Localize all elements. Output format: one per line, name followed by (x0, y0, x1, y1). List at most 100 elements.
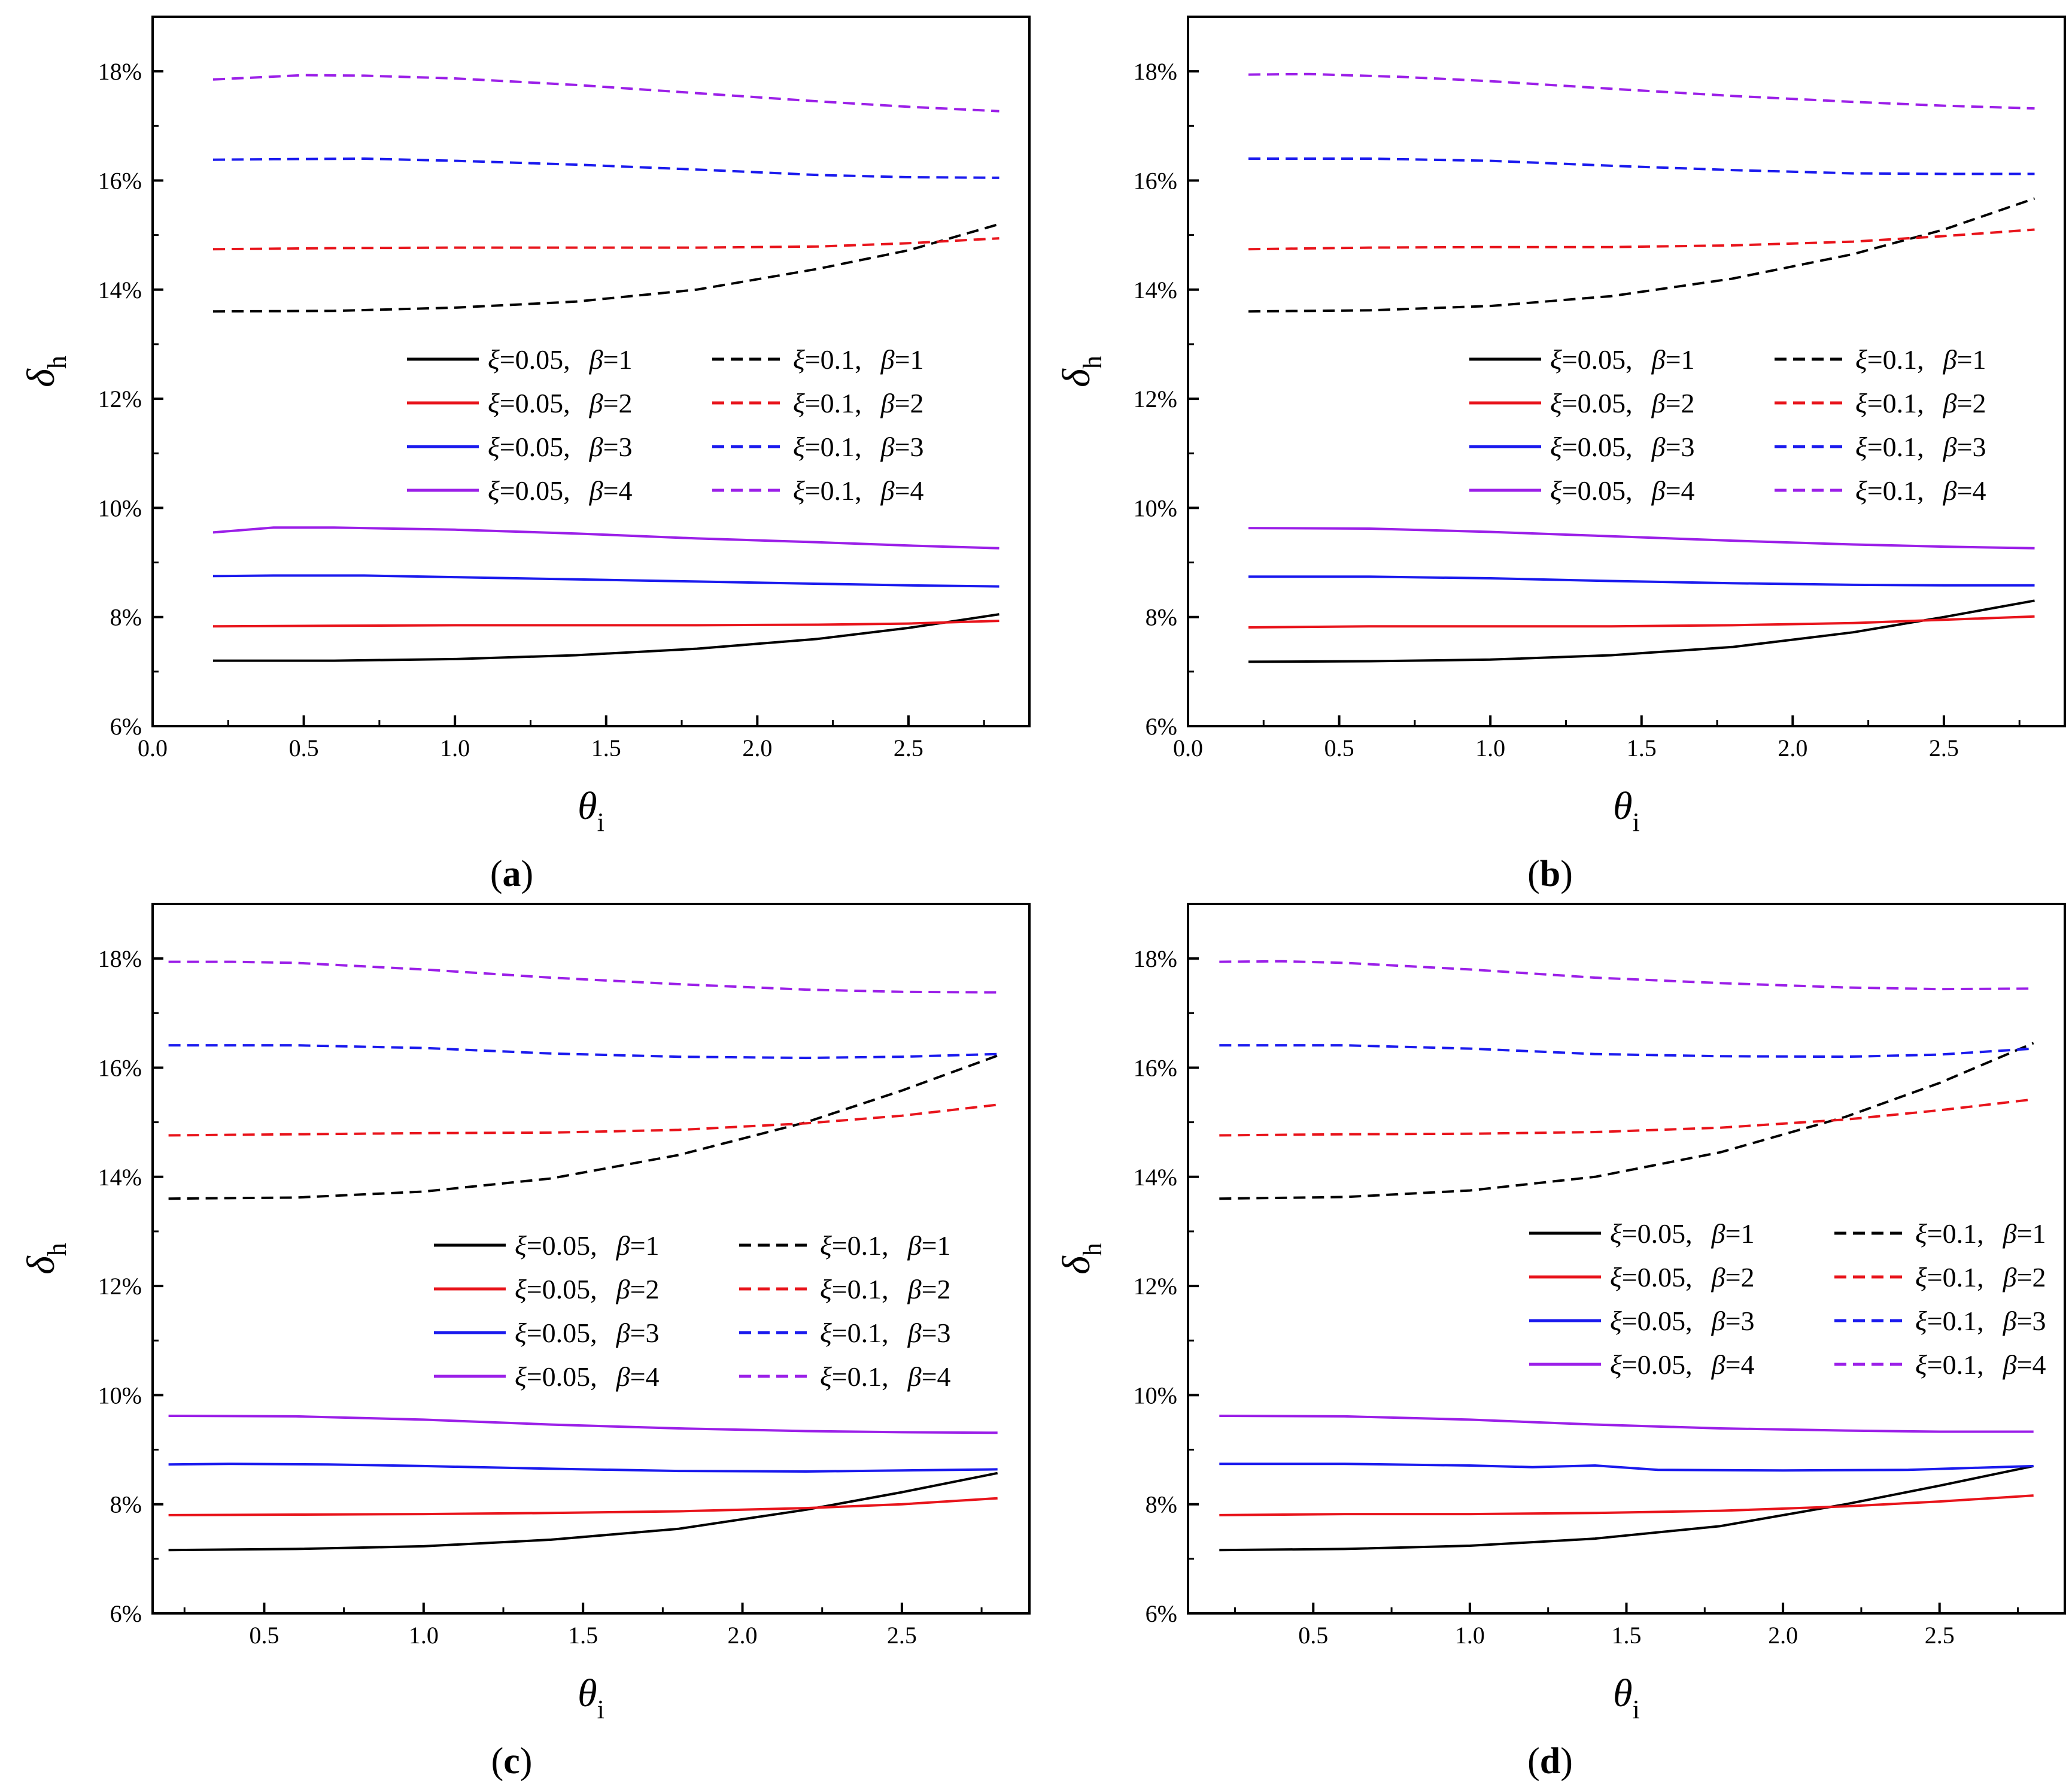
y-tick-label: 8% (110, 604, 142, 631)
legend-label-xi0.05-beta2: ξ=0.05, β=2 (515, 1274, 660, 1304)
series-line-xi0.05-beta3 (1219, 1463, 2034, 1472)
legend-label-xi0.05-beta4: ξ=0.05, β=4 (1610, 1349, 1755, 1380)
legend-beta-symbol: β (907, 1361, 922, 1392)
legend-beta-value: =2 (1666, 388, 1695, 418)
legend-label-xi0.1-beta1: ξ=0.1, β=1 (793, 344, 924, 375)
y-tick-label: 16% (98, 1054, 142, 1081)
series-line-xi0.1-beta1 (1248, 197, 2035, 313)
caption-letter: c (503, 1741, 520, 1781)
series-line-xi0.1-beta2 (1248, 228, 2035, 251)
legend-xi-value: =0.05, (1562, 432, 1633, 462)
x-axis-title: θi (578, 784, 604, 837)
y-tick-label: 18% (1134, 58, 1177, 85)
legend-beta-symbol: β (880, 388, 895, 418)
caption-letter: a (503, 854, 521, 894)
y-tick-label: 14% (98, 277, 142, 304)
legend-xi-value: =0.05, (500, 388, 570, 418)
series-line-xi0.05-beta2 (168, 1497, 998, 1516)
caption-close-paren: ) (1560, 854, 1573, 894)
x-tick-label: 2.5 (1925, 1622, 1955, 1649)
legend-beta-value: =1 (2017, 1218, 2046, 1249)
legend-xi-symbol: ξ (793, 344, 805, 375)
legend-beta-symbol: β (880, 344, 895, 375)
legend-beta-value: =4 (2017, 1349, 2046, 1380)
legend-xi-value: =0.05, (1622, 1349, 1693, 1380)
series-line-xi0.1-beta3 (168, 1044, 998, 1060)
legend-xi-symbol: ξ (1855, 432, 1867, 462)
legend-beta-value: =4 (922, 1361, 951, 1392)
legend-xi-symbol: ξ (793, 475, 805, 506)
chart-panel-d: 6%8%10%12%14%16%18%0.5 1.0 1.5 2.0 2.5θiδhξ=… (1055, 903, 2066, 1781)
legend-label-xi0.05-beta3: ξ=0.05, β=3 (515, 1318, 660, 1348)
x-tick-label: 0.5 (249, 1622, 279, 1649)
x-tick-label: 1.0 (409, 1622, 439, 1649)
legend-label-xi0.05-beta2: ξ=0.05, β=2 (1550, 388, 1695, 418)
legend-xi-symbol: ξ (1550, 432, 1562, 462)
legend-xi-value: =0.05, (1622, 1306, 1693, 1336)
y-tick-label: 6% (1146, 713, 1177, 740)
legend-beta-value: =2 (630, 1274, 660, 1304)
legend-xi-value: =0.05, (1622, 1262, 1693, 1292)
x-axis-subscript: i (597, 808, 604, 837)
panel-caption: (a) (490, 854, 533, 894)
legend-label-xi0.1-beta1: ξ=0.1, β=1 (1855, 344, 1986, 375)
x-tick-label: 2.0 (1778, 735, 1807, 761)
panel-caption: (b) (1527, 854, 1573, 894)
legend-label-xi0.1-beta4: ξ=0.1, β=4 (820, 1361, 951, 1392)
legend-xi-symbol: ξ (488, 432, 500, 462)
x-tick-label: 2.5 (894, 735, 923, 761)
series-line-xi0.1-beta3 (212, 157, 999, 179)
y-axis-symbol: δ (1055, 368, 1098, 387)
y-tick-label: 10% (98, 494, 142, 521)
legend-label-xi0.1-beta3: ξ=0.1, β=3 (1915, 1306, 2046, 1336)
legend-label-xi0.1-beta4: ξ=0.1, β=4 (1915, 1349, 2046, 1380)
legend-xi-symbol: ξ (820, 1318, 832, 1348)
panel-caption: (d) (1527, 1741, 1573, 1781)
y-tick-label: 8% (1146, 604, 1177, 631)
x-axis-subscript: i (1633, 808, 1640, 837)
y-axis-title: δh (19, 1243, 72, 1275)
y-tick-label: 12% (1134, 386, 1177, 412)
legend-label-xi0.05-beta4: ξ=0.05, β=4 (488, 475, 633, 506)
legend-beta-symbol: β (589, 388, 603, 418)
legend-beta-value: =4 (603, 475, 633, 506)
legend-xi-symbol: ξ (515, 1361, 527, 1392)
series-line-xi0.05-beta1 (213, 613, 999, 662)
legend-beta-symbol: β (880, 432, 895, 462)
legend-label-xi0.1-beta1: ξ=0.1, β=1 (820, 1230, 951, 1261)
legend-xi-symbol: ξ (1610, 1349, 1622, 1380)
legend-beta-value: =4 (630, 1361, 660, 1392)
legend-xi-value: =0.05, (1622, 1218, 1693, 1249)
legend-beta-value: =3 (603, 432, 633, 462)
y-tick-label: 18% (98, 58, 142, 85)
x-axis-symbol: θ (1613, 1671, 1632, 1715)
y-axis-title: δh (1055, 356, 1107, 387)
x-tick-label: 0.5 (289, 735, 319, 761)
legend-beta-value: =3 (895, 432, 924, 462)
x-tick-label: 1.0 (440, 735, 470, 761)
legend: ξ=0.05, β=1ξ=0.05, β=2ξ=0.05, β=3ξ=0.05, β=4… (407, 344, 924, 506)
series-line-xi0.1-beta4 (1248, 72, 2035, 110)
y-axis-symbol: δ (19, 1255, 63, 1275)
legend-label-xi0.1-beta3: ξ=0.1, β=3 (820, 1318, 951, 1348)
legend-beta-symbol: β (1711, 1306, 1725, 1336)
legend-beta-symbol: β (1711, 1218, 1725, 1249)
panel-caption: (c) (491, 1741, 533, 1781)
legend-xi-value: =0.05, (527, 1230, 597, 1261)
legend-xi-symbol: ξ (1550, 388, 1562, 418)
legend-label-xi0.05-beta3: ξ=0.05, β=3 (1610, 1306, 1755, 1336)
x-tick-label: 2.0 (728, 1622, 758, 1649)
legend-beta-value: =3 (1957, 432, 1986, 462)
chart-panel-b: 6% 8% 10% 12% 14% 16% 18% 0.0 0.5 1.0 1.5 2.0 2.5 θi δ… (1055, 16, 2066, 894)
legend-label-xi0.05-beta1: ξ=0.05, β=1 (1550, 344, 1695, 375)
legend-label-xi0.1-beta2: ξ=0.1, β=2 (1915, 1262, 2046, 1292)
legend-beta-symbol: β (616, 1361, 630, 1392)
legend-xi-value: =0.1, (832, 1230, 889, 1261)
caption-open-paren: ( (1527, 854, 1540, 894)
legend-label-xi0.1-beta2: ξ=0.1, β=2 (1855, 388, 1986, 418)
chart-panel-a: 6% 8% 10% 12% 14% 16% 18% 0.0 0.5 1.0 1.5 2.0 2.5 θi δ… (19, 16, 1031, 894)
series-line-xi0.1-beta1 (168, 1054, 998, 1200)
y-tick-label: 6% (110, 1600, 142, 1627)
legend-beta-symbol: β (589, 344, 603, 375)
